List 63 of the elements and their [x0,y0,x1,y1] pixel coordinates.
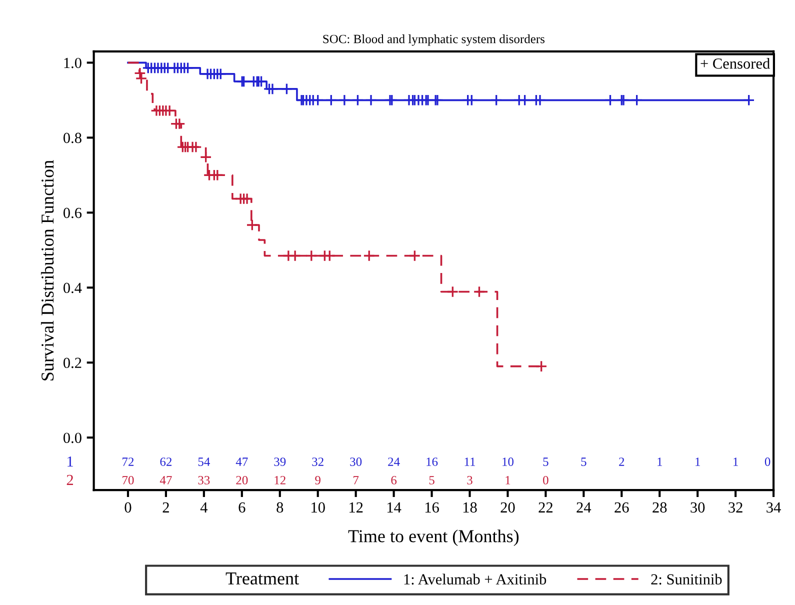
legend-title: Treatment [226,572,299,585]
x-tick-label: 14 [388,502,402,512]
legend-label: 1: Avelumab + Axitinib [404,574,546,585]
annotation: 47 [236,458,248,466]
x-tick-label: 4 [200,502,208,512]
annotation: 0 [543,476,548,484]
annotation: 1 [506,476,510,484]
annotation: 3 [467,476,472,484]
annotation: 24 [388,458,400,466]
annotation: 5 [543,458,548,466]
y-axis-title: Survival Distribution Function [40,160,54,380]
x-tick-label: 28 [652,502,667,513]
annotation: 20 [236,476,248,484]
x-tick-label: 6 [238,502,246,513]
y-tick-label: 0.6 [63,208,82,218]
x-tick-label: 20 [500,502,515,513]
annotation: 7 [354,476,359,484]
annotation: 9 [315,476,320,484]
x-tick-label: 16 [425,502,439,513]
x-tick-label: 18 [463,502,477,513]
x-tick-label: 34 [766,502,781,513]
x-tick-label: 22 [538,502,552,512]
annotation: + Censored [700,58,770,69]
y-tick-label: 0.2 [63,358,82,368]
x-tick-label: 32 [728,502,742,513]
y-tick-label: 1.0 [64,58,82,68]
annotation: 12 [274,476,286,484]
annotation: 0 [764,458,770,466]
annotation: 32 [312,458,324,466]
annotation: 72 [122,458,134,466]
annotation: 1 [734,458,738,466]
y-tick-label: 0.0 [63,432,82,444]
y-tick-label: 0.4 [63,282,82,294]
text: 1 [68,456,73,467]
x-tick-label: 12 [350,502,363,512]
x-tick-label: 26 [614,502,629,513]
text: 2 [66,474,73,485]
annotation: 6 [391,476,397,484]
x-tick-label: 10 [312,502,325,513]
y-tick-label: 0.8 [63,132,82,144]
x-axis-title: Time to event (Months) [348,530,519,546]
annotation: 62 [160,458,172,466]
x-tick-label: 24 [576,502,592,512]
x-tick-label: 2 [162,502,169,512]
annotation: 1 [658,458,662,466]
x-tick-label: 30 [690,502,705,513]
x-tick-label: 8 [276,502,284,513]
chart-title: SOC: Blood and lymphatic system disorders [323,34,544,46]
x-tick-label: 0 [124,502,132,513]
annotation: 54 [198,458,210,466]
annotation: 2 [619,458,624,466]
annotation: 39 [274,458,286,466]
legend-label: 2: Sunitinib [651,574,722,585]
annotation: 10 [502,458,514,466]
annotation: 16 [426,458,438,466]
annotation: 70 [122,476,134,484]
annotation: 47 [160,476,172,484]
annotation: 33 [198,476,210,484]
annotation: 11 [464,458,476,466]
annotation: 30 [350,458,362,466]
annotation: 5 [429,476,434,484]
annotation: 5 [581,458,586,466]
annotation: 1 [696,458,700,466]
